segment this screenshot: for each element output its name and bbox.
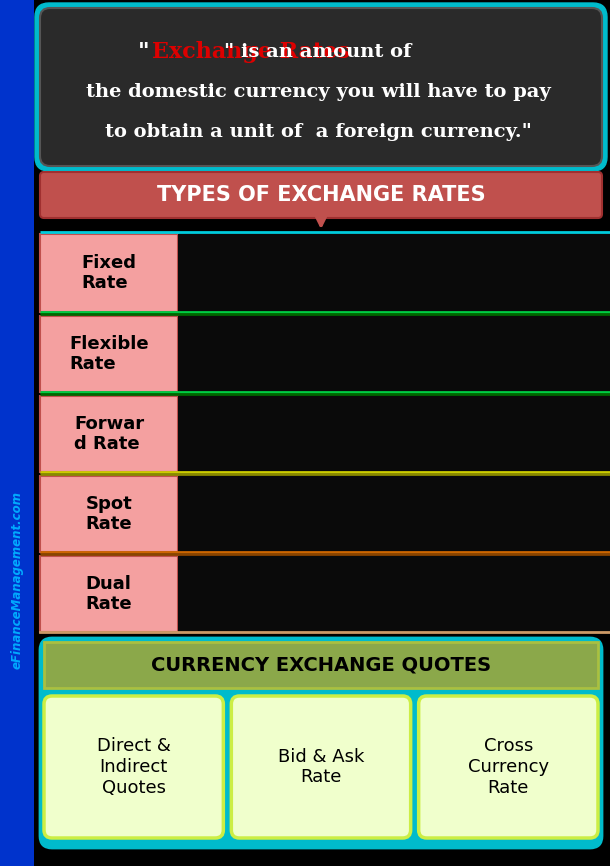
Text: Spot
Rate: Spot Rate <box>85 494 132 533</box>
Bar <box>178 396 610 472</box>
Text: Flexible
Rate: Flexible Rate <box>69 334 149 373</box>
Text: Exchange Rates: Exchange Rates <box>152 41 350 63</box>
Bar <box>40 316 178 392</box>
Bar <box>40 234 178 312</box>
Text: TYPES OF EXCHANGE RATES: TYPES OF EXCHANGE RATES <box>157 185 486 205</box>
FancyBboxPatch shape <box>35 3 607 171</box>
Bar <box>40 476 178 552</box>
Bar <box>178 556 610 632</box>
Bar <box>40 556 178 632</box>
Text: ": " <box>138 41 150 63</box>
FancyBboxPatch shape <box>418 696 598 838</box>
Bar <box>178 476 610 552</box>
Text: eFinanceManagement.com: eFinanceManagement.com <box>10 491 24 669</box>
Bar <box>0 0 34 866</box>
Text: Fixed
Rate: Fixed Rate <box>82 254 137 293</box>
Text: Bid & Ask
Rate: Bid & Ask Rate <box>278 747 364 786</box>
Bar <box>178 234 610 312</box>
Text: Cross
Currency
Rate: Cross Currency Rate <box>468 737 549 797</box>
Text: CURRENCY EXCHANGE QUOTES: CURRENCY EXCHANGE QUOTES <box>151 656 491 675</box>
FancyBboxPatch shape <box>40 172 602 218</box>
Bar <box>178 316 610 392</box>
Text: Direct &
Indirect
Quotes: Direct & Indirect Quotes <box>97 737 171 797</box>
Text: " is an amount of: " is an amount of <box>224 43 412 61</box>
Bar <box>40 396 178 472</box>
Text: Dual
Rate: Dual Rate <box>85 575 132 613</box>
FancyBboxPatch shape <box>40 638 602 848</box>
Text: the domestic currency you will have to pay: the domestic currency you will have to p… <box>85 83 550 101</box>
Text: to obtain a unit of  a foreign currency.": to obtain a unit of a foreign currency." <box>104 123 531 141</box>
FancyBboxPatch shape <box>44 696 223 838</box>
FancyBboxPatch shape <box>231 696 411 838</box>
Text: Forwar
d Rate: Forwar d Rate <box>74 415 144 454</box>
Bar <box>44 642 598 688</box>
FancyBboxPatch shape <box>40 8 602 166</box>
